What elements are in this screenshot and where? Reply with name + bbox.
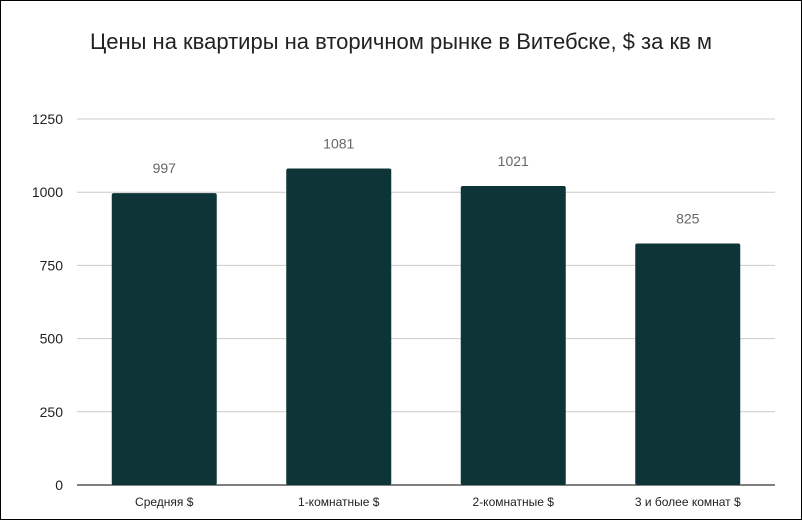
x-tick-label: 3 и более комнат $ [635, 495, 741, 509]
y-tick-label: 1000 [32, 184, 63, 200]
data-label: 997 [153, 160, 177, 176]
y-tick-label: 750 [40, 257, 64, 273]
bar [635, 243, 741, 485]
data-label: 825 [676, 210, 700, 226]
data-label: 1081 [323, 135, 354, 151]
y-tick-label: 0 [55, 477, 63, 493]
bars [111, 168, 741, 485]
y-tick-label: 250 [40, 404, 64, 420]
data-label: 1021 [498, 153, 529, 169]
bar [286, 168, 392, 485]
bar [460, 186, 566, 485]
x-tick-label: Средняя $ [135, 495, 194, 509]
labels: 0 250 500 750 1000 1250 997 Средняя $ 1081 1-комн… [32, 111, 741, 509]
x-tick-label: 2-комнатные $ [473, 495, 555, 509]
y-tick-label: 1250 [32, 111, 63, 127]
chart-title: Цены на квартиры на вторичном рынке в Ви… [89, 29, 713, 54]
bar [111, 193, 217, 485]
x-tick-label: 1-комнатные $ [298, 495, 380, 509]
y-tick-label: 500 [40, 331, 64, 347]
